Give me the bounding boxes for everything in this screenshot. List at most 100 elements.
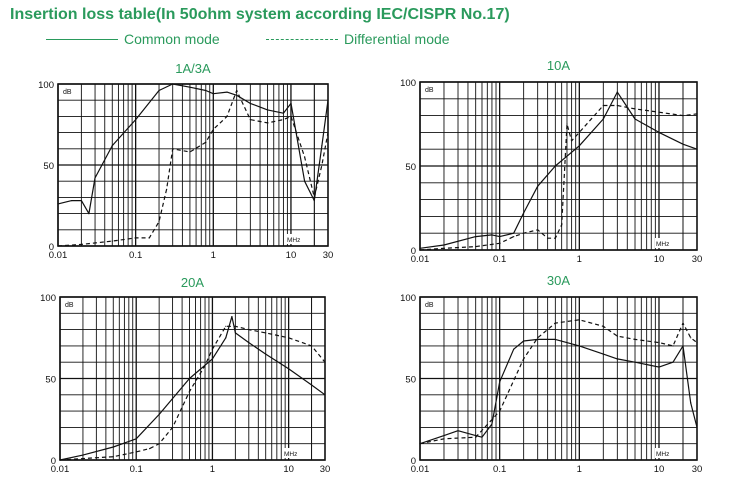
x-tick-label: 0.1: [493, 464, 506, 475]
data-point-differential-mode: [499, 410, 501, 412]
chart-0: 1A/3A 0 50 100 0.01 0.1 1 10 30 dB MHz: [38, 61, 333, 261]
data-point-common-mode: [523, 340, 525, 342]
x-tick-label: 0.1: [493, 254, 506, 265]
data-point-differential-mode: [682, 115, 684, 117]
data-point-common-mode: [499, 236, 501, 238]
data-point-differential-mode: [135, 237, 137, 239]
unit-x-bg: [655, 448, 672, 458]
data-point-differential-mode: [212, 128, 214, 130]
data-point-common-mode: [634, 361, 636, 363]
data-point-common-mode: [135, 438, 137, 440]
unit-y-bg: [424, 299, 436, 309]
y-tick-label: 50: [405, 375, 416, 386]
y-tick-label: 100: [400, 78, 416, 89]
data-point-differential-mode: [205, 141, 207, 143]
plot-frame: [419, 81, 698, 251]
data-point-differential-mode: [658, 111, 660, 113]
data-point-differential-mode: [188, 390, 191, 393]
data-point-differential-mode: [172, 148, 174, 150]
data-point-differential-mode: [288, 337, 290, 339]
unit-y-label: dB: [63, 89, 72, 96]
page-title: Insertion loss table(In 50ohm system acc…: [10, 6, 510, 23]
data-point-differential-mode: [158, 221, 160, 223]
plot-frame: [57, 83, 329, 247]
data-point-common-mode: [481, 436, 483, 438]
data-point-common-mode: [475, 435, 477, 437]
x-tick-label: 0.01: [49, 250, 68, 261]
chart-1: 10A 0 50 100 0.01 0.1 1 10 30 dB MHz: [400, 58, 702, 265]
data-point-common-mode: [236, 94, 238, 96]
data-point-differential-mode: [475, 246, 477, 248]
data-point-differential-mode: [547, 237, 549, 239]
data-point-common-mode: [189, 86, 191, 88]
data-point-differential-mode: [561, 224, 563, 226]
data-point-common-mode: [672, 361, 674, 363]
data-point-common-mode: [690, 402, 692, 404]
data-point-common-mode: [578, 145, 580, 147]
data-point-common-mode: [321, 145, 323, 147]
data-point-differential-mode: [148, 237, 150, 239]
data-point-differential-mode: [111, 240, 113, 242]
data-point-differential-mode: [419, 443, 421, 445]
data-point-common-mode: [205, 89, 207, 92]
unit-y-label: dB: [425, 302, 434, 309]
data-point-common-mode: [112, 446, 114, 448]
data-point-common-mode: [513, 232, 515, 234]
data-point-differential-mode: [513, 236, 515, 238]
data-point-differential-mode: [321, 164, 323, 166]
data-point-differential-mode: [443, 438, 445, 440]
x-tick-label: 10: [283, 464, 294, 475]
data-point-differential-mode: [475, 436, 477, 438]
data-point-common-mode: [158, 89, 160, 92]
x-tick-label: 1: [210, 464, 215, 475]
chart-2: 20A 0 50 100 0.01 0.1 1 10 30 dB MHz: [40, 275, 330, 475]
data-point-common-mode: [88, 213, 90, 215]
data-point-common-mode: [523, 212, 525, 214]
data-point-differential-mode: [80, 243, 82, 245]
data-point-common-mode: [658, 131, 660, 133]
legend-common-mode-label: Common mode: [124, 31, 220, 47]
y-tick-label: 0: [411, 246, 416, 257]
unit-x-bg: [286, 234, 303, 244]
data-point-common-mode: [225, 337, 227, 339]
y-tick-label: 0: [51, 456, 56, 467]
unit-y-label: dB: [425, 87, 434, 94]
data-point-common-mode: [443, 244, 445, 246]
chart-title: 10A: [547, 58, 570, 73]
y-tick-label: 100: [38, 80, 54, 91]
plot-frame: [59, 296, 326, 461]
x-tick-label: 10: [286, 250, 297, 261]
data-point-common-mode: [111, 145, 113, 147]
data-point-common-mode: [282, 112, 284, 114]
chart-3: 30A 0 50 100 0.01 0.1 1 10 30 dB MHz: [400, 273, 702, 475]
data-point-differential-mode: [554, 237, 556, 239]
y-tick-label: 100: [400, 293, 416, 304]
chart-title: 30A: [547, 273, 570, 288]
data-point-common-mode: [265, 353, 267, 355]
data-point-differential-mode: [566, 123, 568, 125]
data-point-common-mode: [304, 180, 306, 182]
data-point-differential-mode: [672, 345, 674, 347]
data-point-common-mode: [324, 394, 326, 396]
data-point-differential-mode: [634, 338, 636, 340]
series-line-differential-mode: [59, 325, 326, 461]
data-point-common-mode: [457, 430, 459, 432]
unit-x-label: MHz: [656, 451, 669, 458]
unit-x-label: MHz: [287, 237, 300, 244]
data-point-differential-mode: [327, 132, 329, 134]
data-point-common-mode: [82, 454, 84, 456]
data-point-common-mode: [188, 377, 191, 380]
data-point-common-mode: [211, 358, 213, 360]
data-point-differential-mode: [248, 329, 250, 331]
data-point-common-mode: [267, 109, 269, 111]
data-point-common-mode: [491, 423, 493, 425]
data-point-common-mode: [537, 185, 539, 187]
data-point-differential-mode: [696, 342, 698, 344]
data-point-differential-mode: [57, 245, 59, 247]
data-point-common-mode: [513, 348, 515, 350]
data-point-differential-mode: [59, 459, 61, 461]
data-point-common-mode: [537, 338, 539, 340]
data-point-differential-mode: [166, 188, 168, 190]
data-point-common-mode: [634, 118, 636, 120]
